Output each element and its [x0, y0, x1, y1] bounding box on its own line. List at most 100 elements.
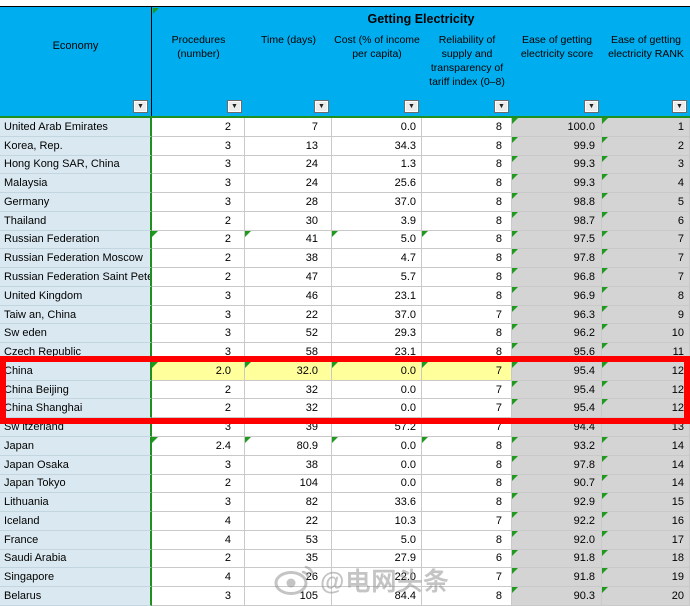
economy-cell[interactable]: France: [0, 530, 152, 550]
value-cell[interactable]: 96.2: [512, 324, 602, 344]
value-cell[interactable]: 3: [152, 343, 245, 362]
value-cell[interactable]: 13: [245, 136, 332, 156]
economy-cell[interactable]: Hong Kong SAR, China: [0, 155, 152, 175]
value-cell[interactable]: 3: [602, 155, 690, 175]
value-cell[interactable]: 80.9: [245, 437, 332, 456]
value-cell[interactable]: 8: [422, 530, 512, 550]
value-cell[interactable]: 23.1: [332, 286, 422, 306]
economy-cell[interactable]: Saudi Arabia: [0, 549, 152, 569]
value-cell[interactable]: 27.9: [332, 549, 422, 569]
value-cell[interactable]: 7: [245, 118, 332, 137]
value-cell[interactable]: 18: [602, 549, 690, 569]
value-cell[interactable]: 3: [152, 324, 245, 344]
column-header-cost[interactable]: Cost (% of income per capita) ▼: [332, 31, 422, 116]
value-cell[interactable]: 3.9: [332, 211, 422, 231]
value-cell[interactable]: 4: [152, 512, 245, 531]
value-cell[interactable]: 2: [602, 136, 690, 156]
value-cell[interactable]: 39: [245, 418, 332, 438]
filter-dropdown-button[interactable]: ▼: [672, 100, 687, 113]
value-cell[interactable]: 2: [152, 118, 245, 137]
economy-cell[interactable]: Japan Tokyo: [0, 474, 152, 494]
value-cell[interactable]: 8: [422, 286, 512, 306]
value-cell[interactable]: 8: [602, 286, 690, 306]
value-cell[interactable]: 0.0: [332, 474, 422, 494]
economy-cell[interactable]: Taiw an, China: [0, 305, 152, 325]
value-cell[interactable]: 2: [152, 211, 245, 231]
value-cell[interactable]: 38: [245, 249, 332, 269]
value-cell[interactable]: 0.0: [332, 118, 422, 137]
value-cell[interactable]: 12: [602, 399, 690, 419]
value-cell[interactable]: 17: [602, 530, 690, 550]
economy-cell[interactable]: Russian Federation Saint Peter: [0, 268, 152, 287]
value-cell[interactable]: 4.7: [332, 249, 422, 269]
value-cell[interactable]: 90.7: [512, 474, 602, 494]
value-cell[interactable]: 92.2: [512, 512, 602, 531]
economy-cell[interactable]: Belarus: [0, 587, 152, 606]
value-cell[interactable]: 38: [245, 455, 332, 475]
value-cell[interactable]: 2: [152, 549, 245, 569]
value-cell[interactable]: 7: [422, 399, 512, 419]
value-cell[interactable]: 13: [602, 418, 690, 438]
value-cell[interactable]: 3: [152, 174, 245, 194]
value-cell[interactable]: 99.3: [512, 155, 602, 175]
value-cell[interactable]: 57.2: [332, 418, 422, 438]
value-cell[interactable]: 95.4: [512, 399, 602, 419]
value-cell[interactable]: 7: [422, 418, 512, 438]
value-cell[interactable]: 3: [152, 305, 245, 325]
value-cell[interactable]: 22: [245, 305, 332, 325]
value-cell[interactable]: 0.0: [332, 455, 422, 475]
value-cell[interactable]: 8: [422, 455, 512, 475]
value-cell[interactable]: 3: [152, 587, 245, 606]
value-cell[interactable]: 8: [422, 230, 512, 250]
value-cell[interactable]: 22: [245, 512, 332, 531]
value-cell[interactable]: 92.0: [512, 530, 602, 550]
value-cell[interactable]: 0.0: [332, 380, 422, 400]
economy-cell[interactable]: China Beijing: [0, 380, 152, 400]
value-cell[interactable]: 6: [422, 549, 512, 569]
value-cell[interactable]: 2: [152, 474, 245, 494]
value-cell[interactable]: 97.5: [512, 230, 602, 250]
value-cell[interactable]: 41: [245, 230, 332, 250]
value-cell[interactable]: 58: [245, 343, 332, 362]
economy-cell[interactable]: Russian Federation: [0, 230, 152, 250]
value-cell[interactable]: 26: [245, 568, 332, 588]
economy-cell[interactable]: Japan Osaka: [0, 455, 152, 475]
column-header-time[interactable]: Time (days) ▼: [245, 31, 332, 116]
value-cell[interactable]: 7: [422, 361, 512, 381]
value-cell[interactable]: 32: [245, 380, 332, 400]
value-cell[interactable]: 96.9: [512, 286, 602, 306]
filter-dropdown-button[interactable]: ▼: [584, 100, 599, 113]
value-cell[interactable]: 95.4: [512, 380, 602, 400]
value-cell[interactable]: 14: [602, 474, 690, 494]
value-cell[interactable]: 7: [602, 249, 690, 269]
value-cell[interactable]: 96.8: [512, 268, 602, 287]
value-cell[interactable]: 14: [602, 437, 690, 456]
value-cell[interactable]: 52: [245, 324, 332, 344]
value-cell[interactable]: 32.0: [245, 361, 332, 381]
value-cell[interactable]: 4: [152, 530, 245, 550]
value-cell[interactable]: 29.3: [332, 324, 422, 344]
value-cell[interactable]: 12: [602, 380, 690, 400]
value-cell[interactable]: 8: [422, 136, 512, 156]
economy-cell[interactable]: Russian Federation Moscow: [0, 249, 152, 269]
value-cell[interactable]: 96.3: [512, 305, 602, 325]
value-cell[interactable]: 8: [422, 587, 512, 606]
value-cell[interactable]: 91.8: [512, 549, 602, 569]
value-cell[interactable]: 30: [245, 211, 332, 231]
column-header-economy[interactable]: Economy ▼: [0, 7, 152, 116]
value-cell[interactable]: 15: [602, 493, 690, 513]
value-cell[interactable]: 3: [152, 418, 245, 438]
value-cell[interactable]: 34.3: [332, 136, 422, 156]
filter-dropdown-button[interactable]: ▼: [133, 100, 148, 113]
value-cell[interactable]: 14: [602, 455, 690, 475]
column-header-score[interactable]: Ease of getting electricity score ▼: [512, 31, 602, 116]
value-cell[interactable]: 8: [422, 493, 512, 513]
economy-cell[interactable]: United Arab Emirates: [0, 118, 152, 137]
value-cell[interactable]: 93.2: [512, 437, 602, 456]
value-cell[interactable]: 104: [245, 474, 332, 494]
value-cell[interactable]: 8: [422, 249, 512, 269]
value-cell[interactable]: 0.0: [332, 437, 422, 456]
value-cell[interactable]: 97.8: [512, 249, 602, 269]
filter-dropdown-button[interactable]: ▼: [227, 100, 242, 113]
value-cell[interactable]: 94.4: [512, 418, 602, 438]
